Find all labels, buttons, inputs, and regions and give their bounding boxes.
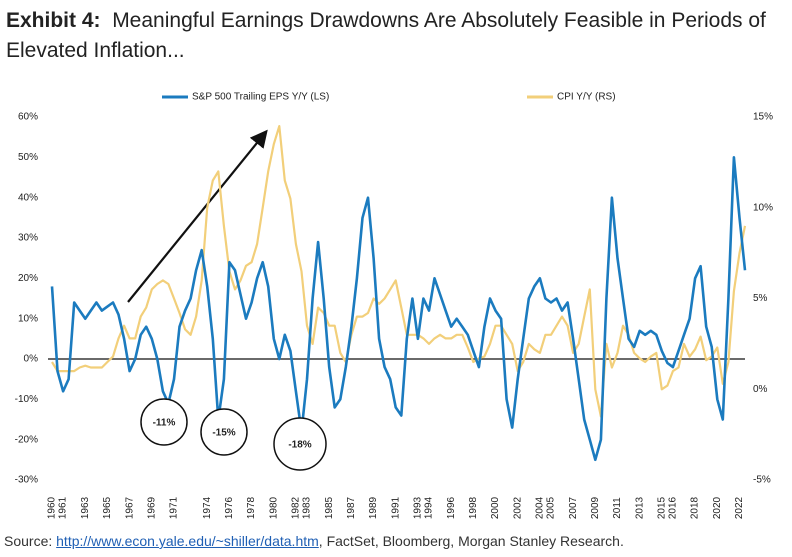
- y-tick-label: 10%: [18, 313, 38, 324]
- y-tick-label: 50%: [18, 152, 38, 163]
- arrow: [127, 129, 268, 303]
- x-tick-label: 2005: [546, 496, 557, 519]
- source-rest: , FactSet, Bloomberg, Morgan Stanley Res…: [318, 533, 624, 549]
- annotation: -11%: [153, 418, 176, 429]
- x-tick-label: 1976: [224, 496, 235, 519]
- y-tick-label: 60%: [18, 112, 38, 123]
- x-tick-label: 1996: [446, 496, 457, 519]
- x-tick-label: 1960: [47, 496, 58, 519]
- x-tick-label: 1994: [424, 496, 435, 519]
- y-tick-label: 30%: [18, 233, 38, 244]
- x-tick-label: 1980: [268, 496, 279, 519]
- annotation-circle: [200, 408, 248, 456]
- title-text: Meaningful Earnings Drawdowns Are Absolu…: [6, 9, 766, 62]
- x-tick-label: 1967: [124, 496, 135, 519]
- x-tick-label: 1974: [202, 496, 213, 519]
- series-line: [51, 125, 747, 418]
- title-label: Exhibit 4:: [6, 9, 101, 32]
- x-tick-label: 1998: [468, 496, 479, 519]
- legend-label: S&P 500 Trailing EPS Y/Y (LS): [192, 92, 329, 103]
- y2-tick-label: 5%: [753, 293, 768, 304]
- x-tick-label: 2002: [512, 496, 523, 519]
- annotation-circle: [140, 398, 188, 446]
- source: Source: http://www.econ.yale.edu/~shille…: [4, 533, 624, 549]
- x-tick-label: 2011: [612, 497, 623, 519]
- y-tick-label: -10%: [15, 394, 38, 405]
- x-tick-label: 1983: [302, 496, 313, 519]
- annotation: -15%: [212, 428, 235, 439]
- x-tick-label: 1971: [169, 496, 180, 519]
- x-tick-label: 1961: [58, 496, 69, 519]
- x-tick-label: 1965: [102, 496, 113, 519]
- x-tick-label: 1991: [390, 496, 401, 519]
- x-tick-label: 1963: [80, 496, 91, 519]
- x-tick-label: 1982: [291, 496, 302, 519]
- y2-tick-label: 0%: [753, 384, 768, 395]
- x-tick-label: 2004: [535, 496, 546, 519]
- title: Exhibit 4: Meaningful Earnings Drawdowns…: [6, 6, 786, 66]
- x-tick-label: 2009: [590, 496, 601, 519]
- source-url: http://www.econ.yale.edu/~shiller/data.h…: [56, 533, 319, 549]
- x-tick-label: 2015: [656, 496, 667, 519]
- x-tick-label: 2007: [568, 496, 579, 519]
- annotation-circle: [273, 417, 327, 471]
- x-tick-label: 2000: [490, 496, 501, 519]
- y2-tick-label: -5%: [753, 475, 771, 486]
- y-tick-label: -20%: [15, 434, 38, 445]
- y-tick-label: -30%: [15, 475, 38, 486]
- x-tick-label: 1987: [346, 496, 357, 519]
- source-label: Source:: [4, 533, 53, 549]
- y2-tick-label: 10%: [753, 202, 773, 213]
- x-tick-label: 1989: [368, 496, 379, 519]
- x-tick-label: 2013: [634, 496, 645, 519]
- x-tick-label: 2016: [668, 496, 679, 519]
- x-tick-label: 1985: [324, 496, 335, 519]
- x-tick-label: 1969: [146, 496, 157, 519]
- x-tick-label: 1993: [413, 496, 424, 519]
- y2-tick-label: 15%: [753, 112, 773, 123]
- x-tick-label: 2018: [690, 496, 701, 519]
- x-tick-label: 2022: [734, 496, 745, 519]
- y-tick-label: 40%: [18, 192, 38, 203]
- annotation: -18%: [288, 440, 311, 451]
- y-tick-label: 0%: [24, 354, 39, 365]
- x-tick-label: 1978: [246, 496, 257, 519]
- legend-label: CPI Y/Y (RS): [557, 92, 616, 103]
- x-tick-label: 2020: [712, 496, 723, 519]
- y-tick-label: 20%: [18, 273, 38, 284]
